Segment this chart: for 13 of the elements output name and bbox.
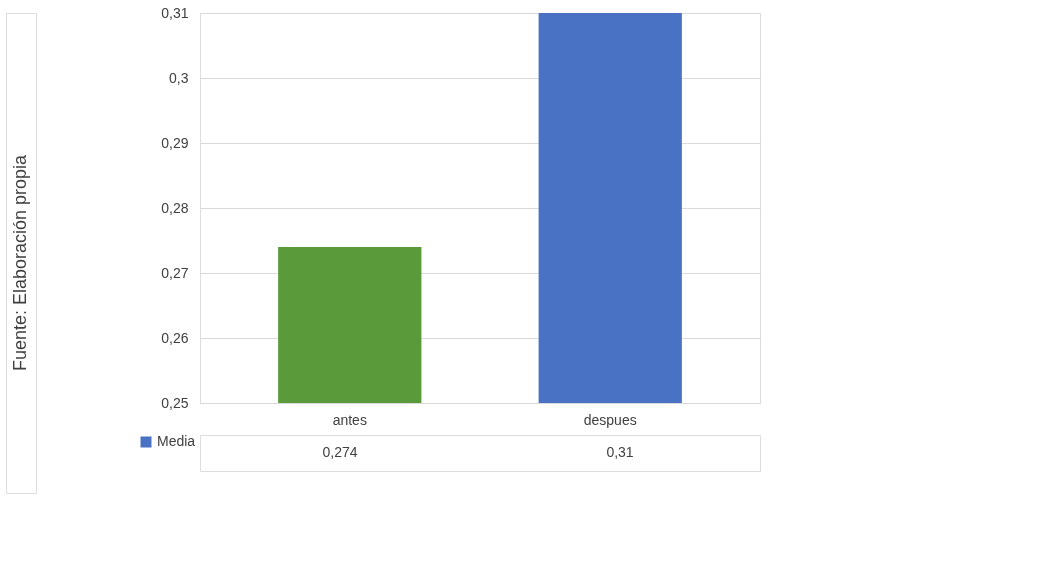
y-tick-label: 0,3	[169, 69, 189, 86]
x-tick-label: antes	[332, 411, 367, 428]
y-tick-label: 0,25	[161, 394, 189, 411]
data-label: 0,274	[322, 444, 358, 460]
legend-label: Media	[157, 433, 196, 449]
y-tick-label: 0,26	[161, 329, 189, 346]
source-note: Fuente: Elaboración propia	[10, 153, 30, 372]
y-tick-label: 0,31	[161, 4, 189, 21]
x-tick-label: despues	[583, 411, 637, 428]
y-tick-label: 0,28	[161, 199, 189, 216]
y-tick-label: 0,27	[161, 264, 189, 281]
y-tick-label: 0,29	[161, 134, 189, 151]
data-label: 0,31	[606, 444, 634, 460]
